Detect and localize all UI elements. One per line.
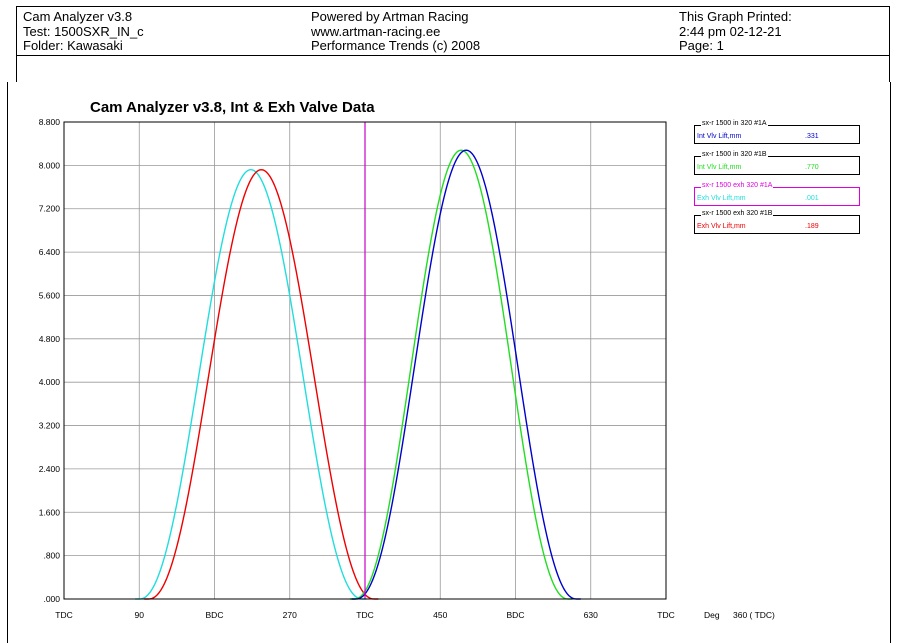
legend-series-value: .331 xyxy=(805,133,819,140)
y-tick-label: .000 xyxy=(43,594,60,604)
y-tick-label: 2.400 xyxy=(39,464,61,474)
x-tick-label: TDC xyxy=(55,610,72,620)
print-label: This Graph Printed: xyxy=(679,9,792,24)
legend-series-value: .001 xyxy=(805,195,819,202)
legend-item: sx-r 1500 in 320 #1A Int Vlv Lift,mm .331 xyxy=(694,120,860,144)
chart-series xyxy=(135,122,581,600)
print-header: Cam Analyzer v3.8 Test: 1500SXR_IN_c Fol… xyxy=(16,6,890,56)
legend-series-label: Exh Vlv Lift,mm xyxy=(697,223,746,230)
header-center: Powered by Artman Racing www.artman-raci… xyxy=(311,9,481,54)
frame-right-border xyxy=(890,82,891,643)
y-tick-label: 8.000 xyxy=(39,160,61,170)
legend-item: sx-r 1500 exh 320 #1B Exh Vlv Lift,mm .189 xyxy=(694,210,860,234)
print-time: 2:44 pm 02-12-21 xyxy=(679,23,782,39)
header-spacer xyxy=(16,56,890,82)
y-tick-label: 4.800 xyxy=(39,334,61,344)
y-tick-label: 4.000 xyxy=(39,377,61,387)
x-tick-label: TDC xyxy=(356,610,373,620)
x-tick-label: 630 xyxy=(584,610,598,620)
x-tick-label: BDC xyxy=(507,610,525,620)
x-tick-label: 450 xyxy=(433,610,447,620)
y-tick-label: 3.200 xyxy=(39,421,61,431)
legend-series-label: Int Vlv Lift,mm xyxy=(697,133,742,140)
series-line-2 xyxy=(349,149,573,600)
y-tick-label: .800 xyxy=(43,551,60,561)
y-tick-label: 1.600 xyxy=(39,507,61,517)
powered-by: Powered by Artman Racing xyxy=(311,9,469,24)
legend-series-name: sx-r 1500 exh 320 #1A xyxy=(701,182,774,189)
legend-series-value: .189 xyxy=(805,223,819,230)
y-tick-label: 8.800 xyxy=(39,117,61,127)
app-name: Cam Analyzer v3.8 xyxy=(23,9,133,24)
legend-series-name: sx-r 1500 exh 320 #1B xyxy=(701,210,774,217)
copyright: Performance Trends (c) 2008 xyxy=(311,38,481,53)
legend-item: sx-r 1500 exh 320 #1A Exh Vlv Lift,mm .001 xyxy=(694,182,860,206)
legend-item: sx-r 1500 in 320 #1B Int Vlv Lift,mm .770 xyxy=(694,151,860,175)
header-right: This Graph Printed: 2:44 pm 02-12-21 Pag… xyxy=(679,9,792,54)
x-axis-label: Deg xyxy=(704,610,720,620)
series-line-4 xyxy=(144,168,379,600)
y-tick-label: 6.400 xyxy=(39,247,61,257)
website: www.artman-racing.ee xyxy=(311,23,441,39)
chart-title: Cam Analyzer v3.8, Int & Exh Valve Data xyxy=(90,99,375,116)
series-line-3 xyxy=(135,169,367,600)
y-tick-label: 7.200 xyxy=(39,204,61,214)
plot-frame xyxy=(63,121,667,600)
test-name: Test: 1500SXR_IN_c xyxy=(23,23,144,39)
legend-series-name: sx-r 1500 in 320 #1A xyxy=(701,120,768,127)
page-number: Page: 1 xyxy=(679,38,724,53)
legend-series-label: Int Vlv Lift,mm xyxy=(697,164,742,171)
series-line-1 xyxy=(351,149,581,600)
legend-series-value: .770 xyxy=(805,164,819,171)
legend-series-label: Exh Vlv Lift,mm xyxy=(697,195,746,202)
folder-name: Folder: Kawasaki xyxy=(23,38,123,53)
y-tick-label: 5.600 xyxy=(39,290,61,300)
x-tick-label: BDC xyxy=(206,610,224,620)
x-tick-label: 90 xyxy=(135,610,145,620)
legend-series-name: sx-r 1500 in 320 #1B xyxy=(701,151,768,158)
x-tick-label: TDC xyxy=(657,610,674,620)
header-left: Cam Analyzer v3.8 Test: 1500SXR_IN_c Fol… xyxy=(23,9,144,54)
frame-left-border xyxy=(7,82,8,643)
chart-axes: .000 .800 1.600 2.400 3.200 4.000 4.800 5.600 6.… xyxy=(39,117,775,620)
x-tick-label: 270 xyxy=(283,610,297,620)
x-axis-cursor-readout: 360 ( TDC) xyxy=(733,610,775,620)
